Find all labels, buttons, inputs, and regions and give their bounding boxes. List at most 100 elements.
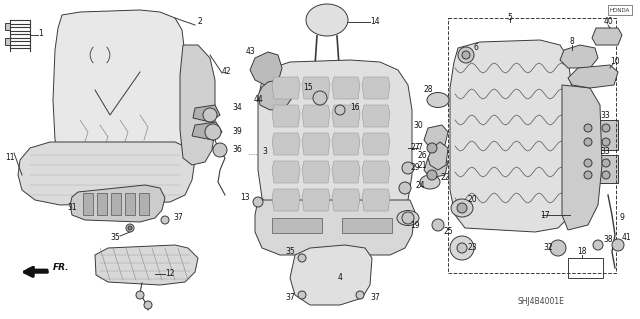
Ellipse shape bbox=[397, 211, 419, 226]
Text: 35: 35 bbox=[110, 234, 120, 242]
Polygon shape bbox=[332, 133, 360, 155]
Text: 33: 33 bbox=[600, 110, 610, 120]
Polygon shape bbox=[362, 161, 390, 183]
Polygon shape bbox=[53, 10, 185, 172]
Text: 16: 16 bbox=[350, 103, 360, 113]
Text: 18: 18 bbox=[577, 248, 587, 256]
Bar bbox=[125, 193, 135, 215]
Bar bbox=[97, 193, 107, 215]
Text: 26: 26 bbox=[417, 151, 427, 160]
Circle shape bbox=[144, 301, 152, 309]
Polygon shape bbox=[362, 77, 390, 99]
Text: SHJ4B4001E: SHJ4B4001E bbox=[518, 298, 565, 307]
Polygon shape bbox=[302, 133, 330, 155]
Text: 24: 24 bbox=[415, 181, 425, 189]
Circle shape bbox=[313, 91, 327, 105]
Text: 22: 22 bbox=[440, 174, 450, 182]
Text: 30: 30 bbox=[413, 121, 423, 130]
Text: 15: 15 bbox=[303, 84, 313, 93]
Circle shape bbox=[356, 291, 364, 299]
Circle shape bbox=[427, 170, 437, 180]
Polygon shape bbox=[562, 85, 602, 230]
Text: 4: 4 bbox=[337, 273, 342, 283]
Circle shape bbox=[402, 162, 414, 174]
Polygon shape bbox=[362, 133, 390, 155]
Text: 10: 10 bbox=[610, 57, 620, 66]
Circle shape bbox=[602, 171, 610, 179]
Circle shape bbox=[584, 159, 592, 167]
Polygon shape bbox=[255, 200, 415, 255]
Bar bbox=[608, 5, 632, 15]
Polygon shape bbox=[560, 45, 598, 68]
Text: 14: 14 bbox=[370, 18, 380, 26]
Polygon shape bbox=[272, 105, 300, 127]
Circle shape bbox=[203, 108, 217, 122]
Polygon shape bbox=[193, 105, 220, 122]
Polygon shape bbox=[272, 161, 300, 183]
Text: 11: 11 bbox=[5, 152, 15, 161]
Polygon shape bbox=[450, 40, 572, 232]
Text: 40: 40 bbox=[603, 18, 613, 26]
Circle shape bbox=[602, 124, 610, 132]
Text: 23: 23 bbox=[467, 243, 477, 253]
Circle shape bbox=[593, 240, 603, 250]
Polygon shape bbox=[192, 122, 222, 140]
Text: 27: 27 bbox=[410, 144, 420, 152]
Polygon shape bbox=[362, 105, 390, 127]
Polygon shape bbox=[332, 77, 360, 99]
Circle shape bbox=[462, 51, 470, 59]
Circle shape bbox=[126, 224, 134, 232]
Circle shape bbox=[602, 138, 610, 146]
Text: 43: 43 bbox=[245, 48, 255, 56]
Text: 5: 5 bbox=[508, 13, 513, 23]
Circle shape bbox=[399, 182, 411, 194]
Circle shape bbox=[458, 47, 474, 63]
Bar bbox=[83, 193, 93, 215]
Polygon shape bbox=[5, 23, 10, 30]
Text: 12: 12 bbox=[165, 269, 175, 278]
Ellipse shape bbox=[451, 199, 473, 217]
Text: 2: 2 bbox=[198, 18, 202, 26]
Text: 35: 35 bbox=[285, 248, 295, 256]
Polygon shape bbox=[272, 133, 300, 155]
Text: 13: 13 bbox=[240, 194, 250, 203]
Polygon shape bbox=[258, 80, 292, 110]
Circle shape bbox=[602, 159, 610, 167]
Text: 17: 17 bbox=[540, 211, 550, 219]
Text: 42: 42 bbox=[221, 66, 231, 76]
Polygon shape bbox=[332, 161, 360, 183]
Text: 37: 37 bbox=[173, 213, 183, 222]
Ellipse shape bbox=[420, 175, 440, 189]
Circle shape bbox=[432, 219, 444, 231]
Bar bbox=[272, 218, 322, 233]
Text: 21: 21 bbox=[417, 160, 427, 169]
Text: 33: 33 bbox=[600, 147, 610, 157]
Bar bbox=[580, 155, 618, 183]
Circle shape bbox=[457, 203, 467, 213]
Text: 41: 41 bbox=[621, 234, 631, 242]
Text: 39: 39 bbox=[232, 128, 242, 137]
Text: 37: 37 bbox=[285, 293, 295, 302]
Circle shape bbox=[550, 240, 566, 256]
Polygon shape bbox=[424, 125, 448, 148]
Text: 31: 31 bbox=[67, 204, 77, 212]
Polygon shape bbox=[250, 52, 282, 85]
Text: 19: 19 bbox=[410, 220, 420, 229]
Polygon shape bbox=[424, 155, 448, 178]
Polygon shape bbox=[95, 245, 198, 285]
Polygon shape bbox=[290, 245, 372, 305]
Polygon shape bbox=[568, 65, 618, 88]
Circle shape bbox=[161, 216, 169, 224]
Bar bbox=[568, 258, 603, 278]
Bar bbox=[342, 218, 392, 233]
Polygon shape bbox=[272, 77, 300, 99]
Bar bbox=[111, 193, 121, 215]
Bar bbox=[580, 120, 618, 150]
Polygon shape bbox=[362, 189, 390, 211]
Text: 20: 20 bbox=[467, 196, 477, 204]
Text: 3: 3 bbox=[262, 147, 268, 157]
Circle shape bbox=[253, 197, 263, 207]
Circle shape bbox=[136, 291, 144, 299]
Circle shape bbox=[427, 143, 437, 153]
Polygon shape bbox=[592, 28, 622, 45]
